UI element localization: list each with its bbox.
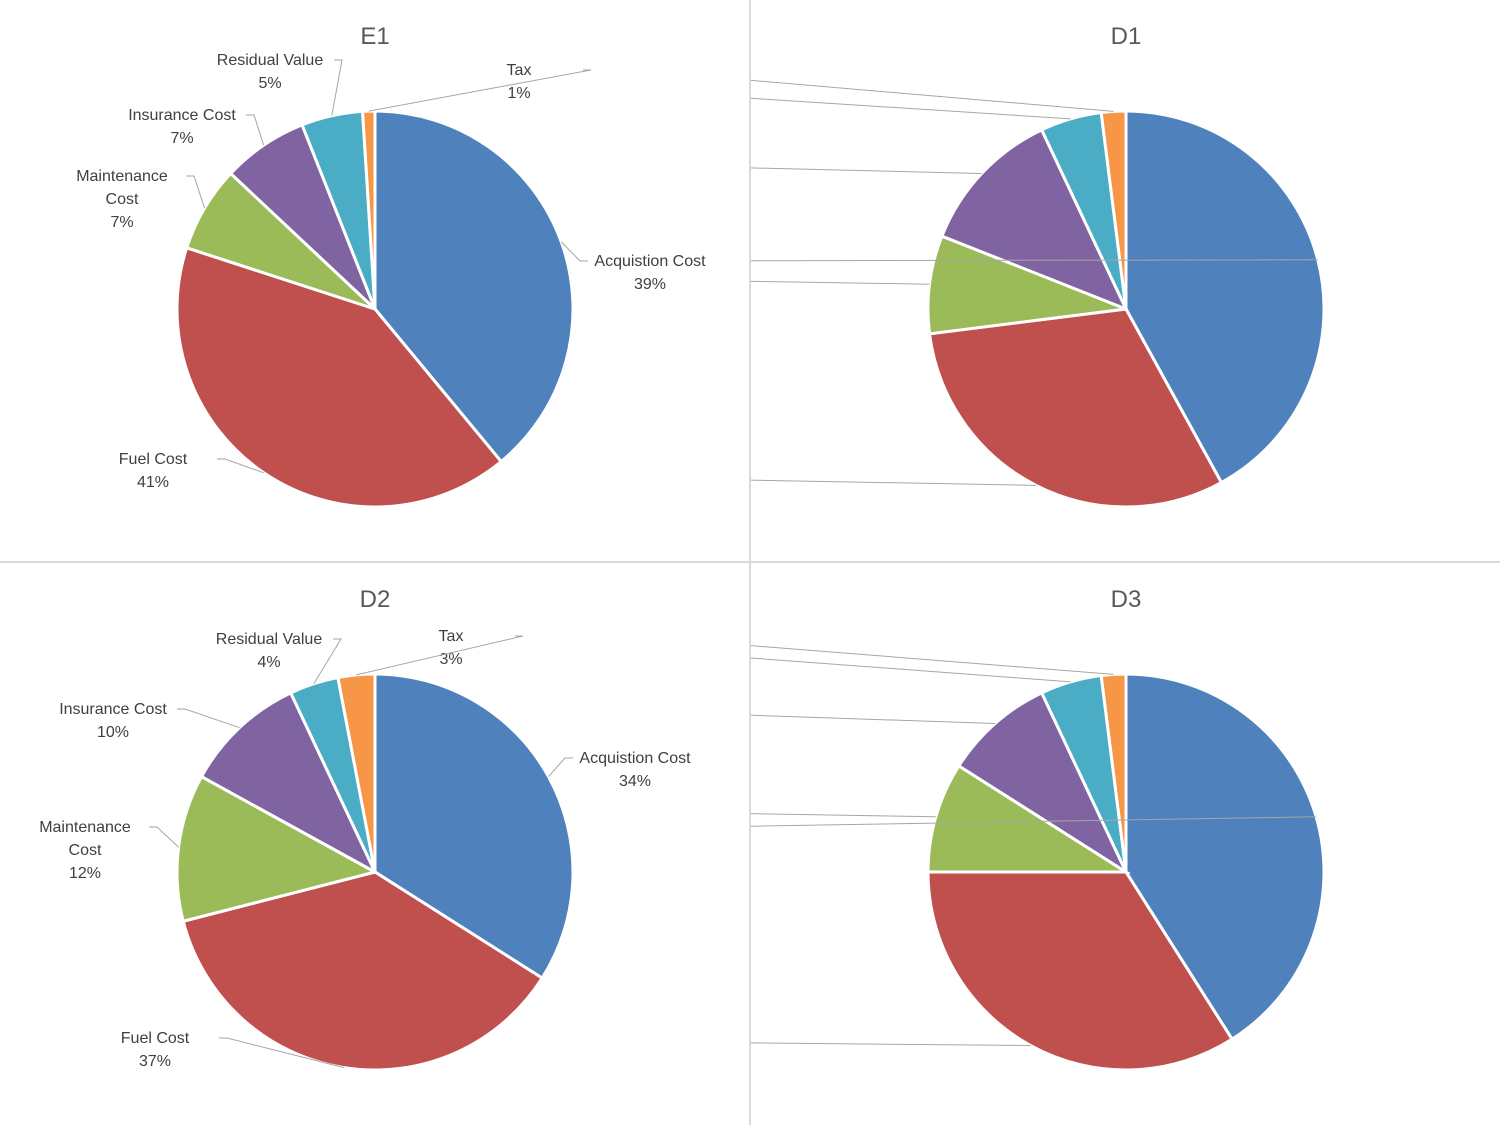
data-label-category: Residual Value	[217, 52, 324, 69]
data-label-maintenance-cost: Maintenance Cost 12%	[39, 819, 179, 882]
leader-line	[219, 1037, 345, 1069]
data-label-category: Cost	[106, 191, 139, 208]
data-label-fuel-cost: Fuel Cost 41%	[119, 451, 264, 491]
chart-panel-e1: E1 Acquistion Cost 39% Fuel Cost 41% Maintena…	[0, 0, 749, 561]
chart-title: D3	[1111, 586, 1142, 613]
data-label-category: Acquistion Cost	[579, 750, 691, 767]
chart-panel-d2: D2 Acquistion Cost 34% Fuel Cost 37% Maintena…	[0, 563, 749, 1125]
leader-line	[751, 657, 1071, 683]
pie-slice-insurance-cost	[199, 690, 379, 876]
horizontal-divider	[0, 561, 1500, 563]
data-label-value: 10%	[97, 724, 129, 741]
data-label-value: 4%	[257, 654, 280, 671]
leader-line	[751, 645, 1114, 675]
data-label-tax: Tax 3%	[356, 628, 524, 676]
data-label-insurance-cost: Insurance Cost9%	[751, 714, 996, 724]
leader-line	[186, 175, 206, 209]
data-label-value: 34%	[619, 773, 651, 790]
data-label-insurance-cost: Insurance Cost 7%	[128, 107, 265, 147]
data-label-maintenance-cost: Maintenance Cost 7%	[76, 168, 206, 231]
leader-line	[751, 280, 930, 285]
data-label-acquistion-cost: Acquistion Cost 34%	[548, 750, 691, 790]
data-label-insurance-cost: Insurance Cost 10%	[59, 701, 240, 741]
chart-panel-d1: D1 Acquistion Cost42% Fuel Cost31% Maintena…	[751, 0, 1500, 561]
pie-slice-insurance-cost	[939, 127, 1129, 312]
leader-line	[356, 635, 524, 676]
leader-line	[751, 1042, 1031, 1046]
chart-title: D1	[1111, 23, 1142, 50]
pie-slice-fuel-cost	[927, 307, 1224, 509]
leader-line	[331, 59, 343, 116]
leader-line	[751, 79, 1114, 112]
data-label-tax: Tax2%	[751, 645, 1114, 675]
data-label-residual-value: Residual Value 4%	[216, 631, 342, 684]
data-label-category: Acquistion Cost	[594, 253, 706, 270]
pie-chart-e1: E1 Acquistion Cost 39% Fuel Cost 41% Maintena…	[76, 23, 706, 509]
data-label-category: Tax	[439, 628, 464, 645]
data-label-maintenance-cost: MaintenanceCost9%	[751, 813, 936, 818]
leader-line	[751, 479, 1037, 486]
data-label-tax: Tax 1%	[368, 62, 592, 112]
leader-line	[368, 69, 592, 112]
data-label-value: 37%	[139, 1053, 171, 1070]
data-label-acquistion-cost: Acquistion Cost42%	[751, 259, 1318, 262]
leader-line	[313, 638, 342, 684]
leader-line	[246, 114, 265, 146]
data-label-fuel-cost: Fuel Cost31%	[751, 479, 1037, 486]
leader-line	[217, 458, 264, 474]
data-label-category: Tax	[507, 62, 532, 79]
data-label-category: Insurance Cost	[59, 701, 167, 718]
data-label-category: Insurance Cost	[128, 107, 236, 124]
pie-slice-tax	[360, 109, 377, 310]
data-label-category: Fuel Cost	[119, 451, 188, 468]
pie-chart-d2: D2 Acquistion Cost 34% Fuel Cost 37% Maintena…	[39, 586, 691, 1072]
data-label-category: Cost	[69, 842, 102, 859]
data-label-value: 41%	[137, 474, 169, 491]
chart-title: D2	[360, 586, 391, 613]
data-label-value: 5%	[258, 75, 281, 92]
chart-title: E1	[360, 23, 389, 50]
data-label-value: 1%	[507, 85, 530, 102]
data-label-category: Residual Value	[216, 631, 323, 648]
leader-line	[751, 813, 936, 818]
data-label-residual-value: Residual Value 5%	[217, 52, 343, 116]
leader-line	[751, 714, 996, 724]
leader-line	[751, 97, 1071, 120]
data-label-value: 7%	[170, 130, 193, 147]
data-label-category: Maintenance	[39, 819, 131, 836]
pie-chart-d1: D1 Acquistion Cost42% Fuel Cost31% Maintena…	[751, 23, 1326, 509]
leader-line	[177, 708, 240, 729]
data-label-value: 39%	[634, 276, 666, 293]
pie-slice-fuel-cost	[926, 870, 1235, 1072]
data-label-value: 12%	[69, 865, 101, 882]
leader-line	[751, 259, 1318, 262]
data-label-category: Fuel Cost	[121, 1030, 190, 1047]
pie-slice-tax	[336, 672, 377, 873]
leader-line	[751, 816, 1317, 827]
data-label-value: 7%	[110, 214, 133, 231]
leader-line	[560, 241, 588, 262]
leader-line	[548, 757, 573, 777]
pie-slice-fuel-cost	[181, 870, 545, 1072]
data-label-value: 3%	[439, 651, 462, 668]
data-label-maintenance-cost: MaintenanceCost8%	[751, 280, 930, 285]
data-label-acquistion-cost: Acquistion Cost 39%	[560, 241, 706, 293]
data-label-fuel-cost: Fuel Cost 37%	[121, 1030, 345, 1070]
pie-slice-maintenance-cost	[175, 774, 380, 924]
leader-line	[149, 826, 179, 848]
data-label-tax: Tax2%	[751, 79, 1114, 112]
data-label-category: Maintenance	[76, 168, 168, 185]
leader-line	[751, 167, 982, 174]
